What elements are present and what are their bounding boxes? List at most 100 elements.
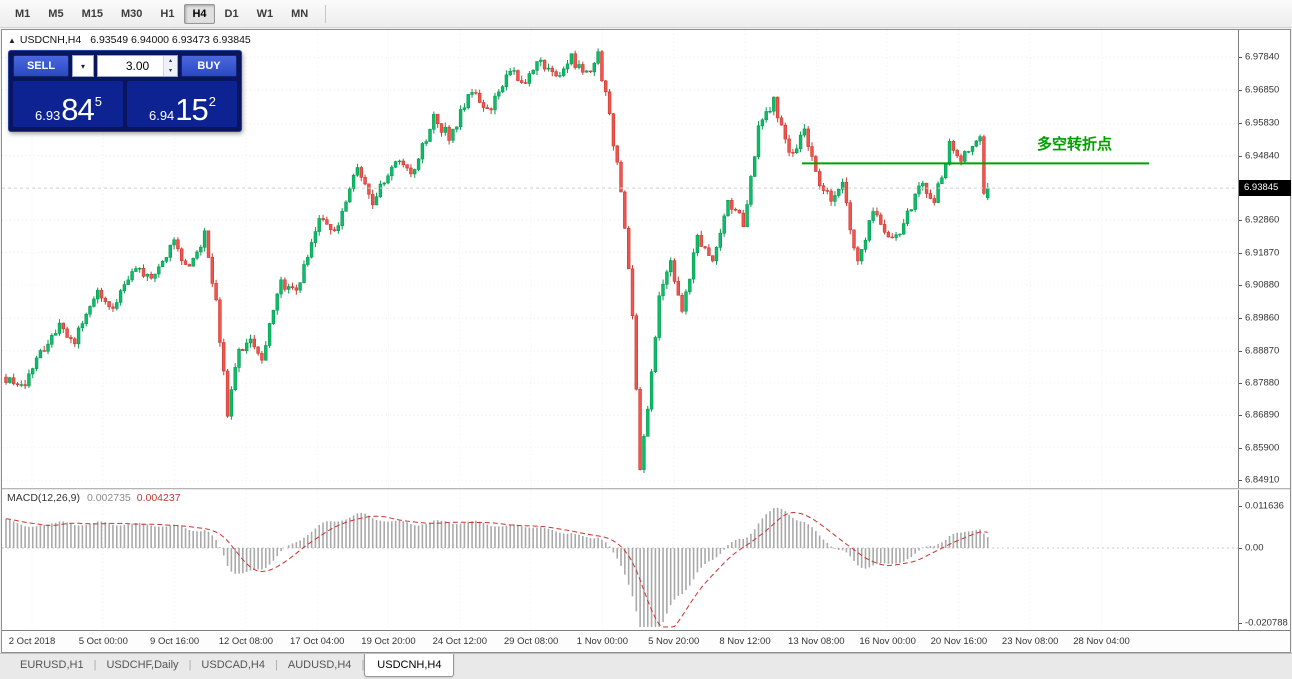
- volume-preset-dropdown[interactable]: ▾: [72, 55, 94, 77]
- macd-canvas: [2, 490, 1238, 630]
- axis-tick-mark: [1239, 548, 1242, 549]
- price-tick-label: 6.95830: [1245, 117, 1280, 129]
- price-tick-label: 6.97840: [1245, 51, 1280, 63]
- timeframe-toolbar: M1 M5 M15 M30 H1 H4 D1 W1 MN: [0, 0, 1292, 28]
- sell-price-big-digits: 84: [61, 92, 94, 127]
- price-tick-label: 6.94840: [1245, 150, 1280, 162]
- buy-price-big-digits: 15: [175, 92, 208, 127]
- sell-price-pip: 5: [94, 94, 103, 109]
- spinner-down-icon[interactable]: ▾: [164, 66, 177, 76]
- axis-tick-mark: [1239, 89, 1242, 91]
- tab-separator: |: [361, 659, 365, 671]
- time-axis-label: 5 Oct 00:00: [78, 636, 128, 647]
- time-axis-label: 1 Nov 00:00: [576, 636, 629, 647]
- timeframe-button-w1[interactable]: W1: [256, 7, 274, 20]
- axis-tick-mark: [1239, 623, 1242, 625]
- price-tick-label: 6.84910: [1245, 474, 1280, 486]
- macd-signal-value: 0.004237: [136, 492, 181, 504]
- macd-label: MACD(12,26,9) 0.002735 0.004237: [7, 492, 181, 504]
- chart-header: ▲ USDCNH,H4 6.93549 6.94000 6.93473 6.9384…: [8, 34, 251, 46]
- price-tick-label: 6.90880: [1245, 279, 1280, 291]
- main-chart-pane[interactable]: ▲ USDCNH,H4 6.93549 6.94000 6.93473 6.9384…: [2, 30, 1238, 488]
- macd-tick-label: -0.020788: [1245, 617, 1288, 629]
- chart-symbol-label: USDCNH,H4: [19, 34, 82, 46]
- tab-separator: |: [93, 659, 97, 671]
- timeframe-button-m1[interactable]: M1: [15, 7, 31, 20]
- spinner-up-icon[interactable]: ▴: [164, 56, 177, 66]
- time-axis-label: 12 Oct 08:00: [218, 636, 274, 647]
- time-axis[interactable]: 2 Oct 2018 5 Oct 00:00 9 Oct 16:00 12 Oct 0…: [2, 630, 1290, 652]
- chart-tab-audusd-h4[interactable]: AUDUSD,H4: [287, 659, 352, 671]
- time-axis-label: 2 Oct 2018: [8, 636, 56, 647]
- buy-price-pip: 2: [208, 94, 217, 109]
- annotation-label[interactable]: 多空转折点: [1037, 136, 1113, 154]
- macd-histogram: [5, 507, 989, 627]
- chart-tab-usdcnh-h4[interactable]: USDCNH,H4: [364, 654, 455, 677]
- axis-tick-mark: [1239, 123, 1242, 125]
- price-tick-label: 6.86890: [1245, 409, 1280, 421]
- time-axis-label: 20 Nov 16:00: [930, 636, 988, 647]
- price-tick-label: 6.91870: [1245, 247, 1280, 259]
- chart-window: ▲ USDCNH,H4 6.93549 6.94000 6.93473 6.9384…: [1, 29, 1291, 653]
- trade-panel-controls: SELL ▾ 3.00 ▴ ▾ BUY: [13, 55, 237, 77]
- axis-tick-mark: [1239, 480, 1242, 482]
- time-axis-label: 17 Oct 04:00: [289, 636, 345, 647]
- time-axis-label: 8 Nov 12:00: [719, 636, 771, 647]
- timeframe-button-m15[interactable]: M15: [81, 7, 103, 20]
- price-tick-label: 6.87880: [1245, 377, 1280, 389]
- time-axis-label: 19 Oct 20:00: [361, 636, 416, 647]
- macd-signal-line: [5, 511, 988, 628]
- macd-tick-label: 0.011636: [1245, 500, 1284, 512]
- trade-panel-toggle-icon[interactable]: ▲: [8, 36, 16, 45]
- macd-main-value: 0.002735: [86, 492, 131, 504]
- timeframe-button-mn[interactable]: MN: [291, 7, 309, 20]
- one-click-trading-panel: SELL ▾ 3.00 ▴ ▾ BUY 6.93 84 5 6.94 15 2: [8, 50, 242, 132]
- chart-tab-usdchf-daily[interactable]: USDCHF,Daily: [106, 659, 179, 671]
- toolbar-separator: [325, 4, 327, 23]
- timeframe-button-h1[interactable]: H1: [160, 7, 175, 20]
- macd-indicator-pane[interactable]: MACD(12,26,9) 0.002735 0.004237: [2, 490, 1238, 630]
- axis-tick-mark: [1239, 383, 1242, 385]
- buy-button[interactable]: BUY: [181, 55, 237, 77]
- grid-lines: [2, 30, 1238, 488]
- axis-tick-mark: [1239, 252, 1242, 254]
- time-axis-label: 23 Nov 08:00: [1001, 636, 1059, 647]
- price-tick-label: 6.88870: [1245, 345, 1280, 357]
- volume-field[interactable]: 3.00 ▴ ▾: [97, 55, 178, 77]
- axis-tick-mark: [1239, 155, 1242, 157]
- price-tick-label: 6.96850: [1245, 84, 1280, 96]
- volume-spinner[interactable]: ▴ ▾: [163, 56, 177, 76]
- tab-separator: |: [188, 659, 192, 671]
- timeframe-button-m30[interactable]: M30: [120, 7, 143, 20]
- chevron-down-icon: ▾: [80, 61, 85, 71]
- macd-name: MACD(12,26,9): [7, 492, 80, 504]
- sell-price-display[interactable]: 6.93 84 5: [13, 81, 123, 127]
- buy-price-prefix: 6.94: [148, 108, 175, 123]
- candles-group: [4, 48, 990, 474]
- axis-tick-mark: [1239, 220, 1242, 222]
- timeframe-button-d1[interactable]: D1: [224, 7, 239, 20]
- axis-tick-mark: [1239, 284, 1242, 286]
- time-axis-label: 5 Nov 20:00: [648, 636, 700, 647]
- candlestick-chart-canvas[interactable]: [2, 30, 1238, 488]
- axis-tick-mark: [1239, 415, 1242, 417]
- chart-tab-eurusd-h1[interactable]: EURUSD,H1: [20, 659, 84, 671]
- buy-price-display[interactable]: 6.94 15 2: [127, 81, 237, 127]
- tab-separator: |: [275, 659, 278, 671]
- chart-tab-bar: EURUSD,H1 | USDCHF,Daily | USDCAD,H4 | AUDUSD,…: [0, 653, 1292, 679]
- axis-tick-mark: [1239, 447, 1242, 449]
- volume-value: 3.00: [125, 59, 150, 73]
- chart-tab-usdcad-h4[interactable]: USDCAD,H4: [201, 659, 265, 671]
- timeframe-buttons: M1 M5 M15 M30 H1 H4 D1 W1 MN: [6, 3, 317, 24]
- pane-splitter[interactable]: [2, 488, 1290, 490]
- price-tick-label: 6.85900: [1245, 442, 1280, 454]
- sell-button[interactable]: SELL: [13, 55, 69, 77]
- axis-tick-mark: [1239, 318, 1242, 320]
- chart-ohlc-values: 6.93549 6.94000 6.93473 6.93845: [90, 34, 251, 46]
- current-price-badge: 6.93845: [1239, 180, 1291, 197]
- timeframe-button-m5[interactable]: M5: [48, 7, 64, 20]
- time-axis-label: 24 Oct 12:00: [432, 636, 487, 647]
- price-tick-label: 6.89860: [1245, 312, 1280, 324]
- timeframe-button-h4[interactable]: H4: [184, 3, 215, 24]
- price-axis[interactable]: 6.93845 6.97840 6.96850 6.95830 6.94840 6.92…: [1238, 30, 1291, 630]
